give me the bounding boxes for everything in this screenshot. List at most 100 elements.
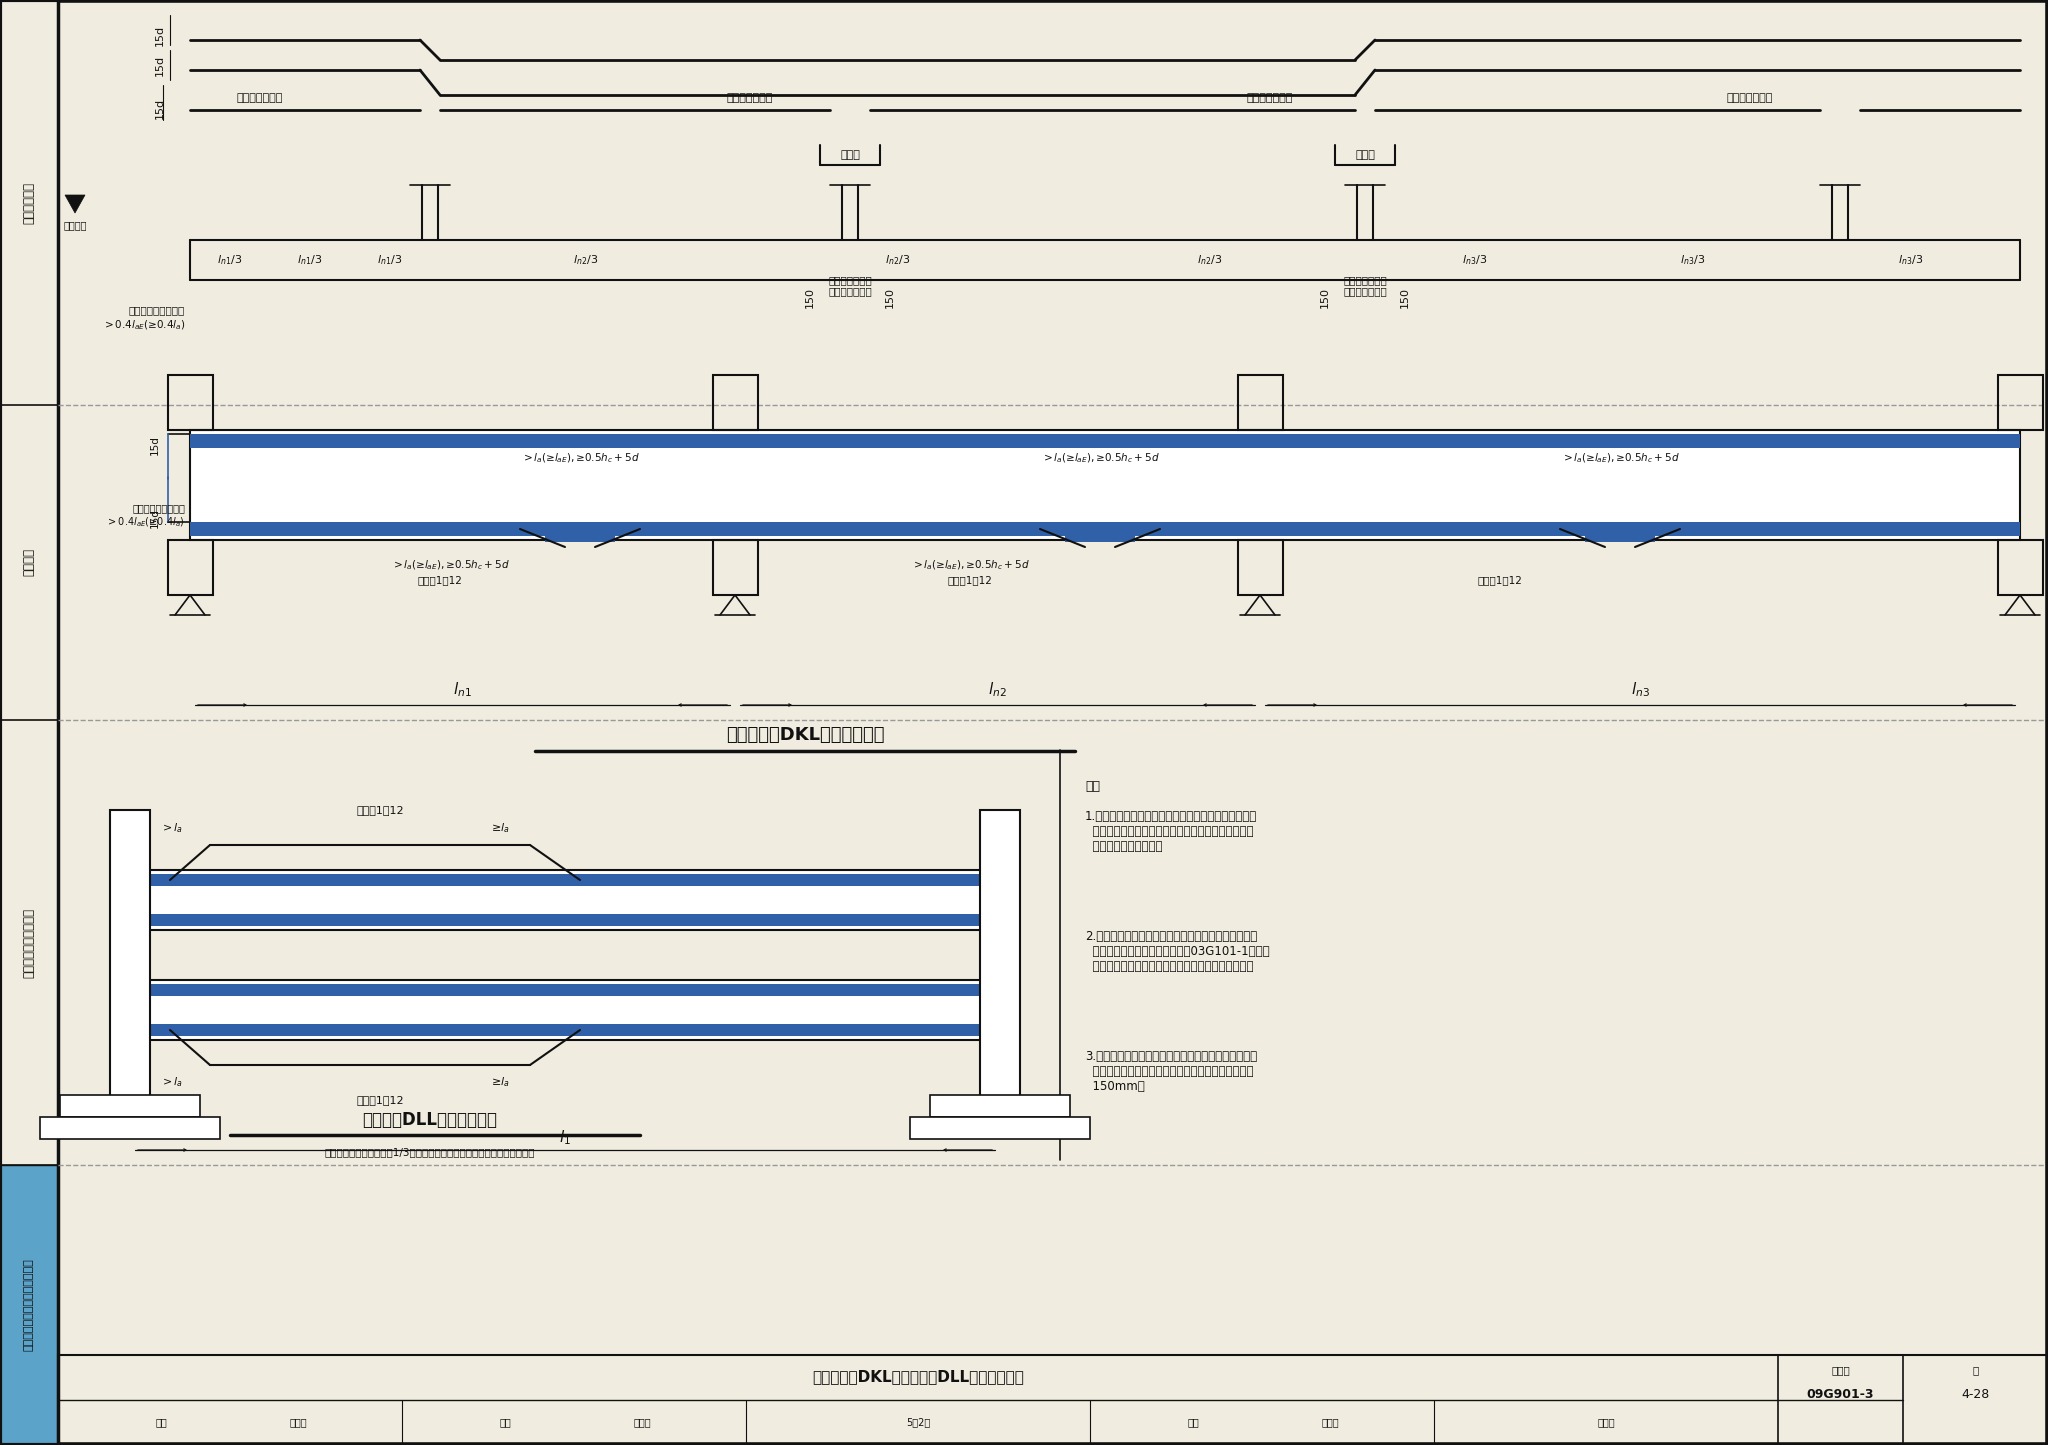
Bar [129, 1025, 999, 1036]
Text: 顶部贯通纵筋在
此范围交错搭接: 顶部贯通纵筋在 此范围交错搭接 [827, 275, 872, 296]
Bar [545, 530, 614, 542]
Bar [129, 870, 999, 931]
Text: 张工文: 张工文 [635, 1418, 651, 1428]
Text: $>l_a(≥l_{aE}),≥0.5h_c+5d$: $>l_a(≥l_{aE}),≥0.5h_c+5d$ [911, 558, 1030, 572]
Bar [129, 980, 999, 1040]
Text: 4-28: 4-28 [1962, 1389, 1989, 1402]
Text: 1.当框架柱两侧的地下框架梁纵筋交错锚固时，宜采用
  非接触锚固方式，以确保混凝土浇筑密实，使钢筋锚
  固效果达到强度要求。: 1.当框架柱两侧的地下框架梁纵筋交错锚固时，宜采用 非接触锚固方式，以确保混凝土… [1085, 811, 1257, 853]
Text: 按坡度1：12: 按坡度1：12 [356, 1095, 403, 1105]
Text: 地面标高: 地面标高 [63, 220, 86, 230]
Text: 按坡度1：12: 按坡度1：12 [356, 805, 403, 815]
Text: $>l_a$: $>l_a$ [160, 1075, 182, 1090]
Bar [713, 540, 758, 595]
Text: $>l_a(≥l_{aE}),≥0.5h_c+5d$: $>l_a(≥l_{aE}),≥0.5h_c+5d$ [1040, 451, 1159, 465]
Text: 15d: 15d [150, 435, 160, 455]
Bar [129, 984, 999, 996]
Text: 筏形基础: 筏形基础 [23, 549, 35, 577]
Text: 按坡度1：12: 按坡度1：12 [948, 575, 993, 585]
Text: 页: 页 [1972, 1366, 1978, 1376]
Bar [1065, 530, 1135, 542]
Text: $l_{n2}$: $l_{n2}$ [989, 681, 1008, 699]
Bar [0, 1165, 57, 1445]
Text: $l_{n2}/3$: $l_{n2}/3$ [885, 253, 909, 267]
Text: 顶部非贯通纵筋: 顶部非贯通纵筋 [1247, 92, 1292, 103]
Text: $l_{n2}/3$: $l_{n2}/3$ [573, 253, 598, 267]
Text: $l_{n1}/3$: $l_{n1}/3$ [217, 253, 242, 267]
Bar [129, 874, 999, 886]
Text: $>0.4l_{aE}(≥0.4l_a)$: $>0.4l_{aE}(≥0.4l_a)$ [102, 318, 184, 332]
Bar [0, 0, 57, 1445]
Bar [1237, 376, 1282, 431]
Bar [111, 811, 150, 1100]
Bar [713, 376, 758, 431]
Bar [930, 1095, 1069, 1117]
Text: 顶部非贯通纵筋: 顶部非贯通纵筋 [1726, 92, 1774, 103]
Bar [168, 376, 213, 431]
Text: $>l_a(≥l_{aE}),≥0.5h_c+5d$: $>l_a(≥l_{aE}),≥0.5h_c+5d$ [520, 451, 639, 465]
Text: $l_1$: $l_1$ [559, 1129, 571, 1147]
Text: 黄志刚: 黄志刚 [291, 1418, 307, 1428]
Bar [1999, 540, 2044, 595]
Text: 150: 150 [805, 288, 815, 308]
Text: 伸至柱纵筋内侧，且: 伸至柱纵筋内侧，且 [129, 305, 184, 315]
Text: $>0.4l_{aE}(≥0.4l_a)$: $>0.4l_{aE}(≥0.4l_a)$ [106, 516, 184, 529]
Bar [1585, 530, 1655, 542]
Text: $l_{n3}/3$: $l_{n3}/3$ [1898, 253, 1923, 267]
Text: 5张2义: 5张2义 [905, 1418, 930, 1428]
Bar [59, 1095, 201, 1117]
Text: 注：: 注： [1085, 780, 1100, 793]
Bar [41, 1117, 219, 1139]
Text: 按坡度1：12: 按坡度1：12 [418, 575, 463, 585]
Bar [909, 1117, 1090, 1139]
Bar [190, 434, 2019, 448]
Text: 09G901-3: 09G901-3 [1806, 1389, 1874, 1402]
Text: 审核: 审核 [156, 1418, 168, 1428]
Bar [190, 522, 2019, 536]
Text: $l_{n2}/3$: $l_{n2}/3$ [1196, 253, 1223, 267]
Text: 按坡度1：12: 按坡度1：12 [1477, 575, 1522, 585]
Text: 校对: 校对 [500, 1418, 512, 1428]
Text: $l_{n1}/3$: $l_{n1}/3$ [297, 253, 324, 267]
Text: 150: 150 [885, 288, 895, 308]
Polygon shape [66, 195, 86, 212]
Text: $>l_a$: $>l_a$ [160, 821, 182, 835]
Bar [981, 811, 1020, 1100]
Text: $l_{n1}/3$: $l_{n1}/3$ [377, 253, 403, 267]
Text: $≥l_a$: $≥l_a$ [492, 821, 510, 835]
Text: 15d: 15d [156, 55, 166, 75]
Bar [1237, 540, 1282, 595]
Text: 架立筋: 架立筋 [840, 150, 860, 160]
Text: 15d: 15d [156, 25, 166, 46]
Text: 箱形基础和地下室结构: 箱形基础和地下室结构 [23, 907, 35, 977]
Bar [190, 431, 2019, 540]
Text: 地下框架梁DKL和地下连梁DLL纵筋排布构造: 地下框架梁DKL和地下连梁DLL纵筋排布构造 [813, 1370, 1024, 1384]
Text: 150: 150 [1321, 288, 1329, 308]
Text: $>l_a(≥l_{aE}),≥0.5h_c+5d$: $>l_a(≥l_{aE}),≥0.5h_c+5d$ [1561, 451, 1679, 465]
Text: $l_{n3}/3$: $l_{n3}/3$ [1462, 253, 1487, 267]
Text: 了小乙: 了小乙 [1597, 1418, 1614, 1428]
Bar [1999, 376, 2044, 431]
Text: 地下框架梁DKL纵筋排布构造: 地下框架梁DKL纵筋排布构造 [725, 725, 885, 744]
Text: 150: 150 [1401, 288, 1409, 308]
Text: 顶部非贯通纵筋: 顶部非贯通纵筋 [238, 92, 283, 103]
Text: 2.柱纵筋在地下框架梁顶面以上的连接，应满足上部结
  构底层框架柱的连接要求，详见03G101-1的相关
  规定，从该部位往下至基础顶面应保持柱纵筋连续。: 2.柱纵筋在地下框架梁顶面以上的连接，应满足上部结 构底层框架柱的连接要求，详见… [1085, 931, 1270, 972]
Bar [129, 915, 999, 926]
Text: 架立筋: 架立筋 [1356, 150, 1374, 160]
Text: 伸至柱纵筋内侧，且: 伸至柱纵筋内侧，且 [133, 503, 184, 513]
Bar [57, 1355, 2048, 1445]
Text: $l_{n3}$: $l_{n3}$ [1630, 681, 1649, 699]
Text: $≥l_a$: $≥l_a$ [492, 1075, 510, 1090]
Bar [168, 540, 213, 595]
Text: 顶部非贯通纵筋: 顶部非贯通纵筋 [727, 92, 774, 103]
Text: 图集号: 图集号 [1831, 1366, 1849, 1376]
Text: 独立基础、条形基础、桩基承台: 独立基础、条形基础、桩基承台 [25, 1259, 35, 1351]
Text: 15d: 15d [150, 509, 160, 527]
Text: 设计: 设计 [1188, 1418, 1198, 1428]
Text: $l_{n3}/3$: $l_{n3}/3$ [1679, 253, 1706, 267]
Text: 地下连梁DLL纵筋排布构造: 地下连梁DLL纵筋排布构造 [362, 1111, 498, 1129]
Text: 一般构造要求: 一般构造要求 [23, 182, 35, 224]
Text: $l_{n1}$: $l_{n1}$ [453, 681, 471, 699]
Text: 王怀元: 王怀元 [1323, 1418, 1339, 1428]
Text: $>l_a(≥l_{aE}),≥0.5h_c+5d$: $>l_a(≥l_{aE}),≥0.5h_c+5d$ [391, 558, 510, 572]
Text: 15d: 15d [156, 97, 166, 118]
